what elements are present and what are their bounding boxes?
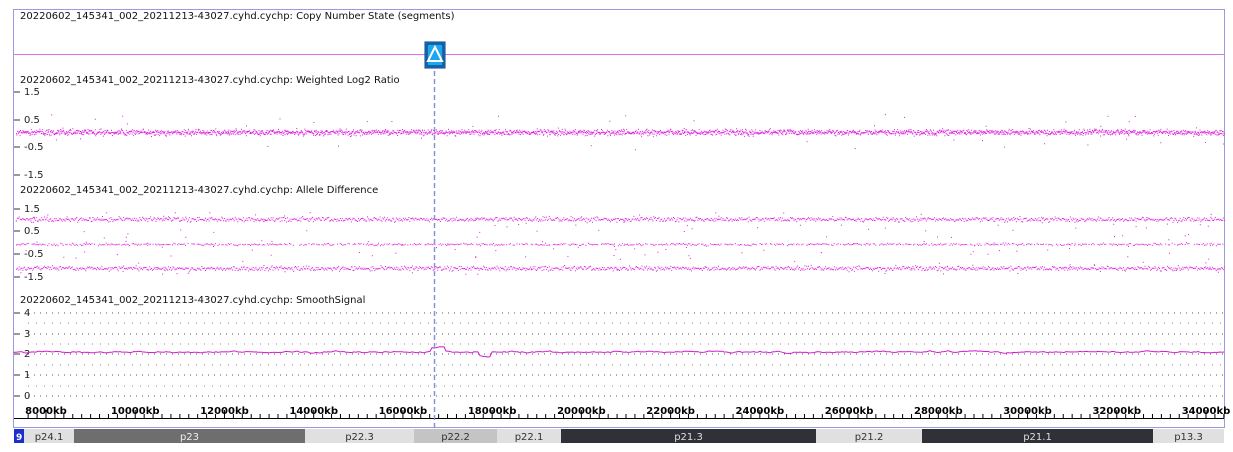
chromosome-band[interactable] (1153, 429, 1224, 443)
log2-tick-label: -0.5 (24, 142, 44, 153)
ruler-labels: 8000kb 10000kb 12000kb 14000kb 16000kb 18000k… (25, 406, 1230, 417)
allele-difference-scatter (15, 212, 1225, 275)
smooth-tick-label: 1 (24, 370, 30, 381)
ruler-position-label: 34000kb (1182, 406, 1231, 417)
chromosome-band[interactable] (922, 429, 1153, 443)
log2-ratio-track-title: 20220602_145341_002_20211213-43027.cyhd.… (20, 75, 400, 86)
allele-difference-track[interactable]: 20220602_145341_002_20211213-43027.cyhd.… (14, 185, 1225, 283)
triangle-up-icon[interactable] (424, 41, 446, 69)
log2-ratio-axis: 1.5 0.5 -0.5 -1.5 (14, 87, 44, 181)
ruler-position-label: 18000kb (468, 406, 517, 417)
ruler-position-label: 10000kb (111, 406, 160, 417)
smooth-tick-label: 2 (24, 349, 30, 360)
copy-number-track-title: 20220602_145341_002_20211213-43027.cyhd.… (20, 11, 455, 22)
ruler-position-label: 12000kb (200, 406, 249, 417)
ruler-position-label: 26000kb (825, 406, 874, 417)
chromosome-band-label: p23 (180, 432, 199, 443)
allele-tick-label: 1.5 (24, 204, 40, 215)
chromosome-band[interactable] (816, 429, 922, 443)
chromosome-band-label: p24.1 (35, 432, 64, 443)
chromosome-band-label: p22.1 (515, 432, 544, 443)
smooth-signal-track[interactable]: 20220602_145341_002_20211213-43027.cyhd.… (13, 295, 1225, 402)
log2-ratio-points (16, 114, 1225, 151)
chromosome-band-label: p22.2 (441, 432, 470, 443)
chromosome-band-label: p21.2 (855, 432, 884, 443)
ruler-position-label: 32000kb (1092, 406, 1141, 417)
allele-tick-label: -1.5 (24, 272, 44, 283)
copy-number-track[interactable]: 20220602_145341_002_20211213-43027.cyhd.… (14, 11, 1224, 55)
log2-ratio-track[interactable]: 20220602_145341_002_20211213-43027.cyhd.… (14, 75, 1225, 181)
log2-tick-label: 0.5 (24, 115, 40, 126)
ruler-position-label: 28000kb (914, 406, 963, 417)
chromosome-band[interactable] (561, 429, 816, 443)
viewer-frame (13, 9, 1225, 428)
chromosome-band-label: p21.1 (1023, 432, 1052, 443)
ruler-position-label: 14000kb (289, 406, 338, 417)
log2-tick-label: -1.5 (24, 170, 44, 181)
smooth-tick-label: 4 (24, 308, 30, 319)
ruler-position-label: 24000kb (736, 406, 785, 417)
allele-difference-axis: 1.5 0.5 -0.5 -1.5 (14, 204, 44, 283)
ruler-position-label: 16000kb (379, 406, 428, 417)
ruler-position-label: 22000kb (646, 406, 695, 417)
chromosome-band-label: p21.3 (674, 432, 703, 443)
allele-tick-label: 0.5 (24, 226, 40, 237)
allele-difference-track-title: 20220602_145341_002_20211213-43027.cyhd.… (20, 185, 378, 196)
chromosome-number-badge (14, 429, 24, 443)
chromosome-band[interactable] (414, 429, 497, 443)
ruler-position-label: 8000kb (25, 406, 67, 417)
ruler-ticks (27, 410, 1225, 418)
smooth-signal-line (13, 346, 1225, 358)
chromosome-band[interactable] (74, 429, 305, 443)
chromosome-band-label: p22.3 (345, 432, 374, 443)
chromosome-band[interactable] (24, 429, 74, 443)
chromosome-band[interactable] (497, 429, 561, 443)
smooth-tick-label: 3 (24, 329, 30, 340)
smooth-tick-label: 0 (24, 391, 30, 402)
smooth-signal-track-title: 20220602_145341_002_20211213-43027.cyhd.… (20, 295, 365, 306)
smooth-signal-axis: 4 3 2 1 0 (14, 308, 30, 402)
chromosome-band-label: p13.3 (1174, 432, 1203, 443)
allele-tick-label: -0.5 (24, 249, 44, 260)
allele-difference-points (15, 212, 1225, 275)
log2-ratio-scatter (16, 114, 1225, 151)
ruler-position-label: 20000kb (557, 406, 606, 417)
log2-tick-label: 1.5 (24, 87, 40, 98)
smooth-signal-grid (28, 312, 1224, 397)
chromosome-band[interactable] (305, 429, 414, 443)
position-ruler[interactable]: 8000kb 10000kb 12000kb 14000kb 16000kb 18000k… (14, 406, 1230, 419)
ruler-position-label: 30000kb (1003, 406, 1052, 417)
chromosome-number: 9 (16, 433, 22, 443)
chromosome-ideogram[interactable]: 9 p24.1 p23 p22.3 p22.2 p22.1 p21.3 p21.2 p21.1… (14, 429, 1224, 443)
